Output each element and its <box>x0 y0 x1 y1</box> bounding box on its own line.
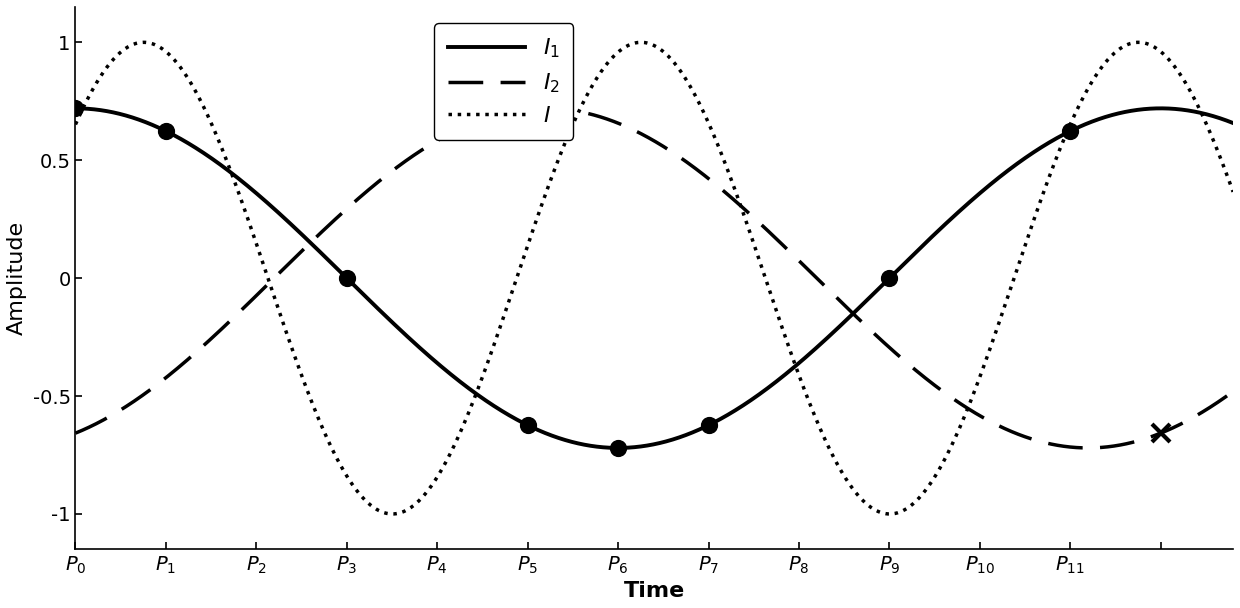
Point <box>698 420 718 430</box>
Point <box>156 126 176 136</box>
Point <box>518 420 538 430</box>
X-axis label: Time: Time <box>624 581 684 601</box>
Y-axis label: Amplitude: Amplitude <box>7 221 27 335</box>
Legend: $I_1$, $I_2$, $I$: $I_1$, $I_2$, $I$ <box>434 24 573 140</box>
Point <box>66 103 86 113</box>
Point <box>608 443 627 453</box>
Point <box>337 273 357 283</box>
Point <box>1060 126 1080 136</box>
Point <box>879 273 899 283</box>
